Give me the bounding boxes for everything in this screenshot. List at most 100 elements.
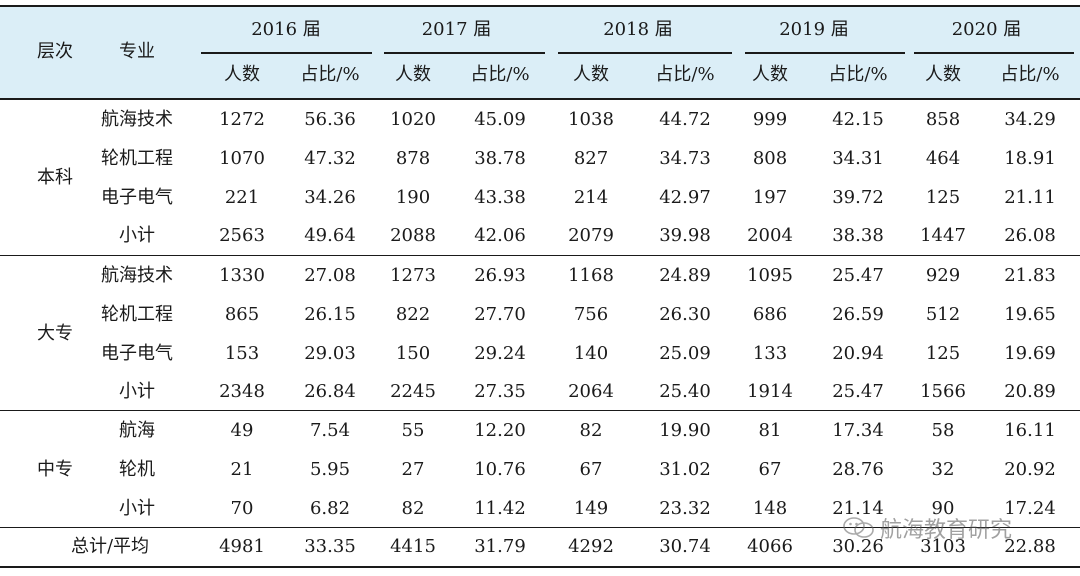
- table-cell: 58: [931, 420, 955, 441]
- table-cell: 1168: [568, 265, 614, 286]
- table-cell: 26.84: [304, 381, 356, 403]
- table-cell: 756: [573, 303, 609, 325]
- row-major-label: 电子电气: [101, 186, 173, 208]
- table-cell: 221: [224, 186, 260, 208]
- table-cell: 26.30: [659, 303, 711, 325]
- table-cell: 1273: [390, 265, 436, 286]
- year-header: 2020 届: [951, 19, 1022, 40]
- table-cell: 21.14: [832, 497, 884, 519]
- row-major-label: 小计: [119, 381, 155, 403]
- table-cell: 10.76: [474, 458, 526, 480]
- total-cell: 4415: [390, 536, 436, 557]
- table-cell: 16.11: [1004, 420, 1056, 441]
- table-cell: 28.76: [832, 458, 884, 480]
- table-cell: 21.83: [1004, 265, 1056, 286]
- table-cell: 19.65: [1004, 303, 1056, 325]
- table-cell: 2064: [568, 381, 614, 403]
- total-cell: 4292: [568, 536, 614, 557]
- year-header-underline: [745, 52, 905, 54]
- table-cell: 67: [758, 458, 782, 480]
- table-cell: 27: [401, 458, 425, 480]
- level-label: 中专: [37, 458, 73, 480]
- table-cell: 26.15: [304, 303, 356, 325]
- table-cell: 150: [395, 342, 431, 364]
- table-cell: 214: [573, 186, 609, 208]
- table-cell: 25.40: [659, 381, 711, 403]
- table-cell: 38.78: [474, 147, 526, 169]
- table-cell: 929: [925, 265, 961, 286]
- table-cell: 827: [573, 147, 609, 169]
- table-cell: 148: [752, 497, 788, 519]
- table-cell: 25.47: [832, 381, 884, 403]
- table-cell: 2245: [390, 381, 436, 403]
- table-cell: 39.98: [659, 225, 711, 247]
- table-cell: 858: [925, 109, 961, 130]
- table-cell: 29.24: [474, 342, 526, 364]
- table-cell: 1272: [219, 109, 265, 130]
- table-cell: 153: [224, 342, 260, 364]
- table-cell: 42.06: [474, 225, 526, 247]
- watermark-text: 航海教育研究: [880, 518, 1013, 543]
- year-header-underline: [558, 52, 732, 54]
- ratio-subheader: 占比/%: [1000, 64, 1060, 85]
- wechat-icon: [842, 515, 876, 541]
- table-cell: 19.69: [1004, 342, 1056, 364]
- table-cell: 11.42: [474, 497, 526, 519]
- year-header: 2018 届: [603, 19, 673, 40]
- level-column-header: 层次: [37, 41, 73, 62]
- table-cell: 55: [401, 420, 425, 441]
- table-cell: 808: [752, 147, 788, 169]
- total-cell: 4066: [747, 536, 793, 557]
- table-cell: 125: [925, 186, 961, 208]
- row-major-label: 电子电气: [101, 342, 173, 364]
- table-cell: 27.08: [304, 265, 356, 286]
- table-cell: 56.36: [304, 109, 356, 130]
- table-cell: 1038: [568, 109, 614, 130]
- table-cell: 81: [758, 420, 782, 441]
- ratio-subheader: 占比/%: [655, 64, 715, 85]
- table-cell: 1330: [219, 265, 265, 286]
- row-major-label: 小计: [119, 497, 155, 519]
- table-rule: [0, 255, 1080, 256]
- table-rule: [0, 410, 1080, 411]
- table-cell: 26.59: [832, 303, 884, 325]
- table-cell: 686: [752, 303, 788, 325]
- table-cell: 1914: [747, 381, 793, 403]
- table-cell: 999: [752, 109, 788, 130]
- table-cell: 32: [931, 458, 955, 480]
- table-cell: 27.35: [474, 381, 526, 403]
- count-subheader: 人数: [395, 64, 431, 85]
- row-major-label: 航海技术: [101, 265, 173, 286]
- major-column-header: 专业: [119, 41, 155, 62]
- table-cell: 2348: [219, 381, 265, 403]
- watermark: 航海教育研究: [842, 512, 1012, 544]
- count-subheader: 人数: [752, 64, 788, 85]
- count-subheader: 人数: [573, 64, 609, 85]
- total-cell: 22.88: [1004, 536, 1056, 557]
- count-subheader: 人数: [224, 64, 260, 85]
- table-cell: 70: [230, 497, 254, 519]
- table-cell: 34.29: [1004, 109, 1056, 130]
- table-cell: 82: [401, 497, 425, 519]
- level-label: 大专: [37, 323, 73, 345]
- level-label: 本科: [37, 167, 73, 189]
- table-rule: [0, 566, 1080, 568]
- table-cell: 45.09: [474, 109, 526, 130]
- table-cell: 6.82: [309, 497, 351, 519]
- table-cell: 20.89: [1004, 381, 1056, 403]
- table-cell: 26.93: [474, 265, 526, 286]
- total-row-label: 总计/平均: [70, 536, 150, 557]
- table-cell: 34.31: [832, 147, 884, 169]
- table-cell: 19.90: [659, 420, 711, 441]
- total-cell: 31.79: [474, 536, 526, 557]
- total-cell: 30.26: [832, 536, 884, 557]
- ratio-subheader: 占比/%: [300, 64, 360, 85]
- table-cell: 44.72: [659, 109, 711, 130]
- table-cell: 67: [579, 458, 603, 480]
- table-cell: 47.32: [304, 147, 356, 169]
- year-header-underline: [384, 52, 545, 54]
- table-cell: 17.24: [1004, 497, 1056, 519]
- table-cell: 190: [395, 186, 431, 208]
- table-cell: 197: [752, 186, 788, 208]
- total-cell: 30.74: [659, 536, 711, 557]
